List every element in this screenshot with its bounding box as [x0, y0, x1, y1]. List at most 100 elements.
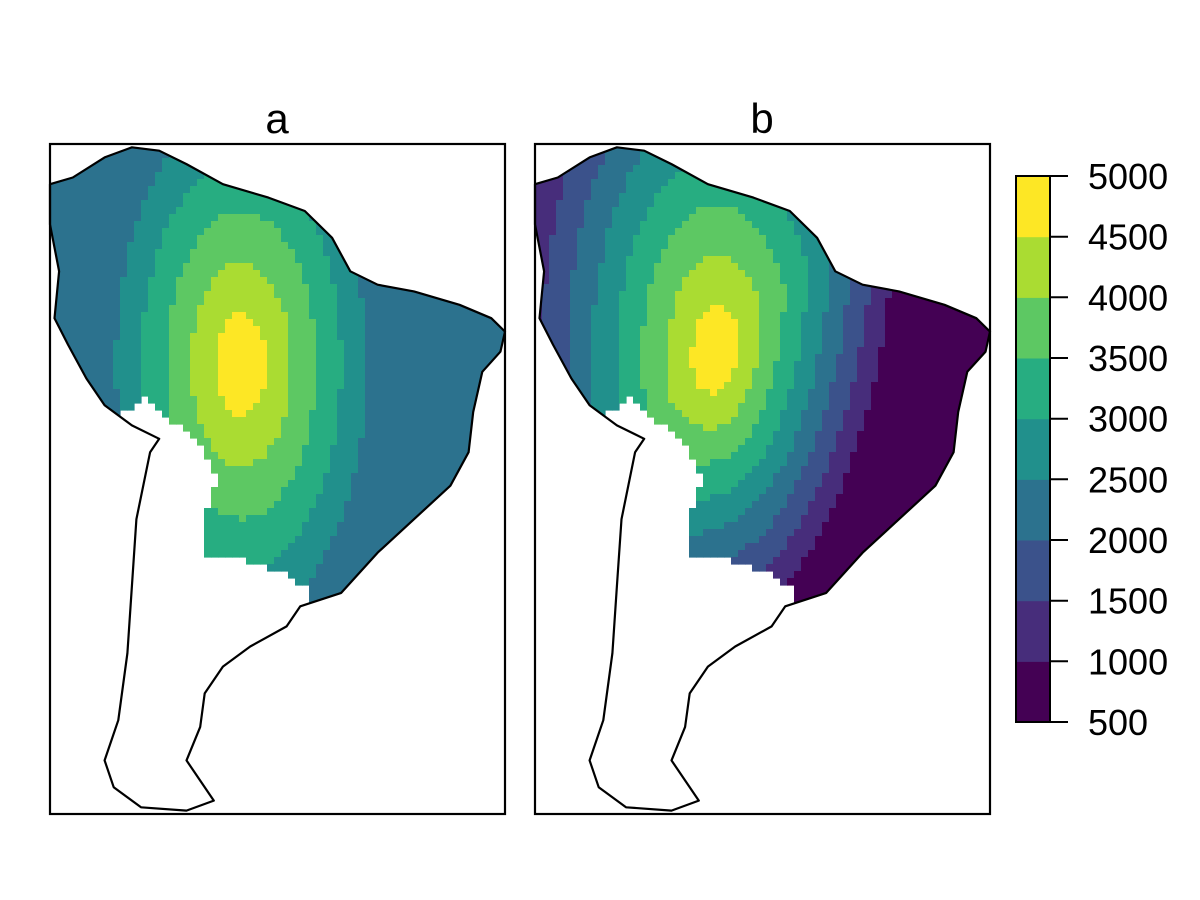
raster-cell — [190, 333, 198, 341]
raster-cell — [295, 221, 303, 229]
raster-cell — [484, 438, 492, 446]
raster-cell — [414, 466, 422, 474]
raster-cell — [386, 466, 394, 474]
raster-cell — [456, 375, 464, 383]
raster-cell — [794, 235, 802, 243]
raster-cell — [295, 235, 303, 243]
raster-cell — [365, 147, 373, 152]
raster-cell — [477, 557, 485, 565]
raster-cell — [225, 242, 233, 250]
raster-cell — [267, 277, 275, 285]
raster-cell — [211, 396, 219, 404]
raster-cell — [197, 312, 205, 320]
raster-cell — [435, 543, 443, 551]
raster-cell — [414, 186, 422, 194]
raster-cell — [99, 368, 107, 376]
raster-cell — [421, 263, 429, 271]
raster-cell — [316, 571, 324, 579]
raster-cell — [633, 172, 641, 180]
raster-cell — [246, 151, 254, 159]
raster-cell — [351, 277, 359, 285]
raster-cell — [570, 221, 578, 229]
raster-cell — [414, 550, 422, 558]
raster-cell — [92, 193, 100, 201]
raster-cell — [337, 382, 345, 390]
raster-cell — [731, 235, 739, 243]
raster-cell — [892, 179, 900, 187]
raster-cell — [246, 235, 254, 243]
raster-cell — [878, 200, 886, 208]
raster-cell — [330, 403, 338, 411]
raster-cell — [358, 263, 366, 271]
raster-cell — [295, 410, 303, 418]
raster-cell — [78, 147, 86, 152]
raster-cell — [435, 263, 443, 271]
raster-cell — [274, 186, 282, 194]
raster-cell — [358, 375, 366, 383]
raster-cell — [162, 200, 170, 208]
raster-cell — [281, 375, 289, 383]
raster-cell — [477, 424, 485, 432]
raster-cell — [253, 522, 261, 530]
raster-cell — [85, 452, 93, 460]
raster-cell — [71, 606, 79, 614]
raster-cell — [591, 207, 599, 215]
raster-cell — [470, 641, 478, 649]
raster-cell — [379, 228, 387, 236]
raster-cell — [106, 417, 114, 425]
raster-cell — [414, 613, 422, 621]
raster-cell — [253, 277, 261, 285]
raster-cell — [463, 543, 471, 551]
raster-cell — [211, 319, 219, 327]
raster-cell — [127, 312, 135, 320]
raster-cell — [169, 165, 177, 173]
raster-cell — [913, 172, 921, 180]
raster-cell — [612, 193, 620, 201]
raster-cell — [470, 326, 478, 334]
raster-cell — [351, 662, 359, 670]
raster-cell — [955, 179, 963, 187]
raster-cell — [239, 417, 247, 425]
raster-cell — [267, 522, 275, 530]
raster-cell — [295, 207, 303, 215]
raster-cell — [745, 221, 753, 229]
raster-cell — [477, 648, 485, 656]
raster-cell — [78, 662, 86, 670]
raster-cell — [351, 522, 359, 530]
raster-cell — [183, 389, 191, 397]
raster-cell — [218, 214, 226, 222]
raster-cell — [484, 256, 492, 264]
raster-cell — [232, 228, 240, 236]
raster-cell — [428, 480, 436, 488]
raster-cell — [57, 291, 65, 299]
raster-cell — [463, 172, 471, 180]
raster-cell — [386, 620, 394, 628]
raster-cell — [218, 151, 226, 159]
raster-cell — [295, 536, 303, 544]
raster-cell — [64, 487, 72, 495]
raster-cell — [372, 298, 380, 306]
raster-cell — [491, 382, 499, 390]
raster-cell — [773, 147, 781, 152]
raster-cell — [393, 634, 401, 642]
raster-cell — [64, 242, 72, 250]
raster-cell — [400, 459, 408, 467]
raster-cell — [141, 193, 149, 201]
raster-cell — [288, 508, 296, 516]
raster-cell — [260, 389, 268, 397]
raster-cell — [857, 221, 865, 229]
raster-cell — [176, 298, 184, 306]
raster-cell — [99, 158, 107, 166]
raster-cell — [218, 375, 226, 383]
raster-cell — [267, 354, 275, 362]
raster-cell — [323, 403, 331, 411]
raster-cell — [731, 151, 739, 159]
raster-cell — [400, 326, 408, 334]
raster-cell — [428, 263, 436, 271]
raster-cell — [155, 200, 163, 208]
raster-cell — [113, 291, 121, 299]
raster-cell — [372, 235, 380, 243]
raster-cell — [491, 613, 499, 621]
raster-cell — [815, 214, 823, 222]
raster-cell — [421, 543, 429, 551]
